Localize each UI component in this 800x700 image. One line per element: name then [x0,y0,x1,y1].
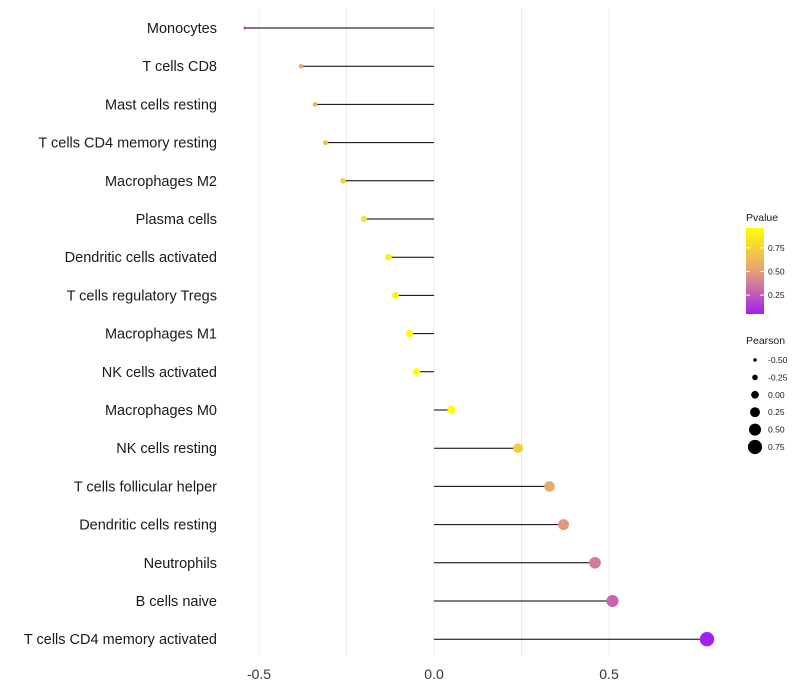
size-legend-label: -0.50 [768,355,788,365]
pvalue-tick-label: 0.25 [768,290,785,300]
y-axis-labels: Monocytes T cells CD8 Mast cells resting T … [24,21,217,648]
size-legend-label: 0.00 [768,390,785,400]
stems [245,27,707,640]
category-label: NK cells activated [102,365,217,381]
legends: Pvalue 0.25 0.50 0.75 Pearson -0.50 -0.25 0.… [746,212,788,455]
gridlines [258,8,610,656]
category-label: T cells regulatory Tregs [67,288,217,304]
size-legend-label: 0.75 [768,442,785,452]
category-label: Mast cells resting [105,97,217,113]
lollipop-point [544,481,555,492]
x-tick-label: -0.5 [247,666,271,682]
size-legend-dot [748,423,762,436]
x-tick-label: 0.5 [599,666,619,682]
lollipop-point [385,253,392,261]
category-label: Monocytes [147,21,217,37]
size-legend-dot [752,374,758,381]
category-label: Dendritic cells resting [79,518,217,534]
size-legend-dot [747,439,763,455]
lollipop-point [513,443,523,454]
pvalue-tick-label: 0.50 [768,266,785,276]
lollipop-point [340,178,346,184]
category-label: T cells CD4 memory resting [38,136,217,152]
category-label: NK cells resting [116,441,217,457]
lollipop-point [361,216,367,222]
size-legend-label: -0.25 [768,372,788,382]
lollipop-point [606,594,619,608]
category-label: T cells CD4 memory activated [24,632,217,648]
size-legend-label: 0.25 [768,407,785,417]
points [243,26,715,647]
lollipop-point [298,63,304,69]
size-legend-dot [753,358,757,362]
category-label: Macrophages M1 [105,327,217,343]
lollipop-point [405,330,414,338]
category-label: Dendritic cells activated [65,250,217,266]
pvalue-tick-label: 0.75 [768,243,785,253]
lollipop-point [392,292,399,299]
lollipop-point [243,26,247,30]
pvalue-legend-title: Pvalue [746,212,778,224]
lollipop-point [699,631,715,647]
category-label: B cells naive [136,594,217,610]
lollipop-point [447,405,456,415]
category-label: T cells follicular helper [74,479,217,495]
size-legend-dot [750,407,760,418]
lollipop-point [412,368,421,376]
pearson-legend-title: Pearson [746,335,785,347]
size-legend-label: 0.50 [768,425,785,435]
x-axis-ticks: -0.5 0.0 0.5 [247,666,619,682]
category-label: Macrophages M2 [105,174,217,190]
size-legend-dot [751,390,759,399]
lollipop-point [312,102,318,107]
x-tick-label: 0.0 [424,666,444,682]
lollipop-point [558,519,569,531]
lollipop-point [589,556,601,569]
lollipop-point [322,140,329,146]
category-label: Plasma cells [136,212,217,228]
category-label: Macrophages M0 [105,403,217,419]
pvalue-colorbar [746,228,764,314]
category-label: T cells CD8 [142,59,217,75]
category-label: Neutrophils [144,556,217,572]
